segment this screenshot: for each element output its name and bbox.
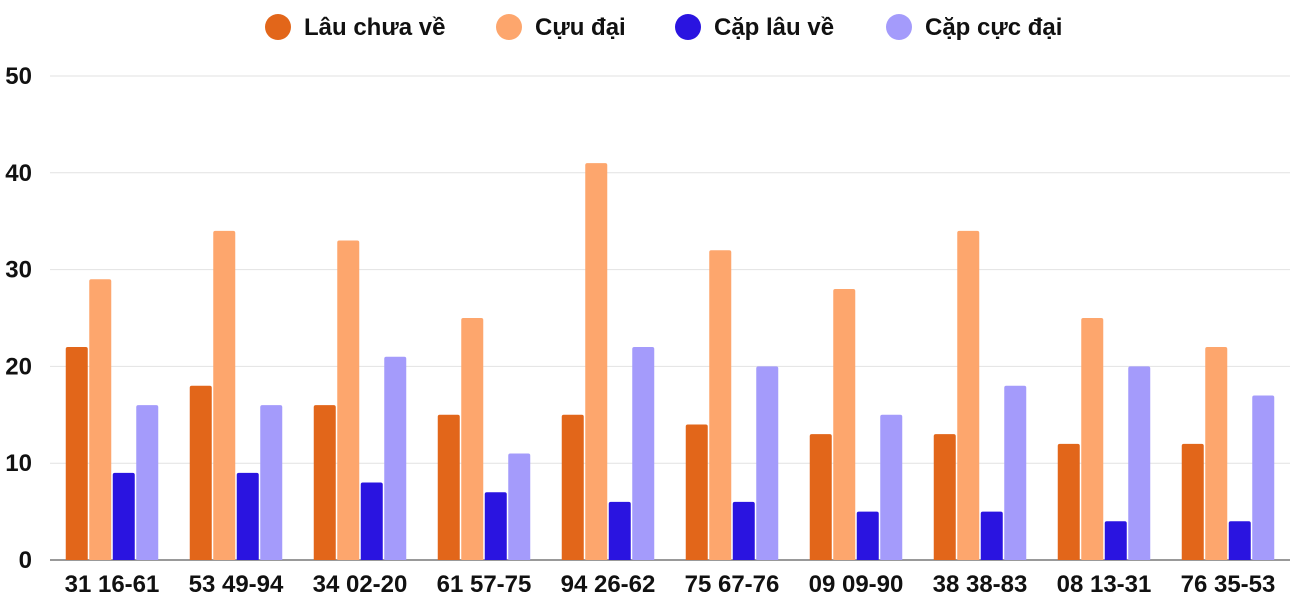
legend: Lâu chưa về Cựu đại Cặp lâu về Cặp cực đại xyxy=(265,14,1062,41)
bar xyxy=(608,501,631,560)
bar xyxy=(756,366,779,560)
bar xyxy=(1104,521,1127,560)
bar xyxy=(1181,443,1204,560)
y-tick-label: 30 xyxy=(5,257,32,284)
y-axis: 0 10 20 30 40 50 xyxy=(5,63,32,574)
legend-item: Cặp lâu về xyxy=(675,14,834,41)
legend-swatch xyxy=(675,14,701,40)
bar xyxy=(461,318,484,560)
bar xyxy=(136,405,159,560)
y-tick-label: 50 xyxy=(5,63,32,90)
bar xyxy=(508,453,531,560)
y-tick-label: 40 xyxy=(5,160,32,187)
bar xyxy=(880,414,903,560)
bar xyxy=(980,511,1003,560)
x-tick-label: 75 67-76 xyxy=(685,571,780,598)
bar xyxy=(213,230,236,560)
bar xyxy=(437,414,460,560)
bar xyxy=(732,501,755,560)
legend-swatch xyxy=(496,14,522,40)
bar xyxy=(1228,521,1251,560)
legend-item: Lâu chưa về xyxy=(265,14,445,41)
bar xyxy=(1128,366,1151,560)
legend-label: Lâu chưa về xyxy=(304,14,445,41)
bar xyxy=(809,434,832,560)
y-tick-label: 20 xyxy=(5,353,32,380)
y-tick-label: 10 xyxy=(5,450,32,477)
x-tick-label: 31 16-61 xyxy=(65,571,160,598)
legend-item: Cặp cực đại xyxy=(886,14,1062,41)
x-tick-label: 94 26-62 xyxy=(561,571,656,598)
legend-label: Cặp lâu về xyxy=(714,14,834,41)
x-axis: 31 16-61 53 49-94 34 02-20 61 57-75 94 26-62… xyxy=(65,571,1276,598)
bar xyxy=(585,163,608,560)
bar xyxy=(89,279,112,560)
x-tick-label: 08 13-31 xyxy=(1057,571,1152,598)
bar xyxy=(561,414,584,560)
bar xyxy=(1205,347,1228,560)
bar xyxy=(337,240,360,560)
bar xyxy=(1252,395,1275,560)
x-tick-label: 09 09-90 xyxy=(809,571,904,598)
bar xyxy=(1081,318,1104,560)
bar xyxy=(313,405,336,560)
bar xyxy=(384,356,407,560)
bar xyxy=(484,492,507,560)
bar xyxy=(933,434,956,560)
bar xyxy=(260,405,283,560)
bar xyxy=(632,347,655,560)
bar xyxy=(856,511,879,560)
x-tick-label: 61 57-75 xyxy=(437,571,532,598)
bar xyxy=(709,250,732,561)
legend-swatch xyxy=(265,14,291,40)
bar xyxy=(957,230,980,560)
bar xyxy=(1057,443,1080,560)
bar xyxy=(236,472,259,560)
legend-label: Cặp cực đại xyxy=(925,14,1062,41)
x-tick-label: 76 35-53 xyxy=(1181,571,1276,598)
x-tick-label: 53 49-94 xyxy=(189,571,284,598)
bar xyxy=(189,385,212,560)
bar xyxy=(65,347,88,560)
x-tick-label: 38 38-83 xyxy=(933,571,1028,598)
x-tick-label: 34 02-20 xyxy=(313,571,408,598)
bars xyxy=(65,163,1275,561)
bar xyxy=(112,472,135,560)
y-tick-label: 0 xyxy=(19,547,32,574)
bar xyxy=(1004,385,1027,560)
gridlines xyxy=(50,75,1290,561)
bar xyxy=(833,288,856,560)
bar xyxy=(360,482,383,560)
legend-item: Cựu đại xyxy=(496,14,626,41)
bar xyxy=(685,424,708,560)
legend-label: Cựu đại xyxy=(535,14,626,41)
legend-swatch xyxy=(886,14,912,40)
